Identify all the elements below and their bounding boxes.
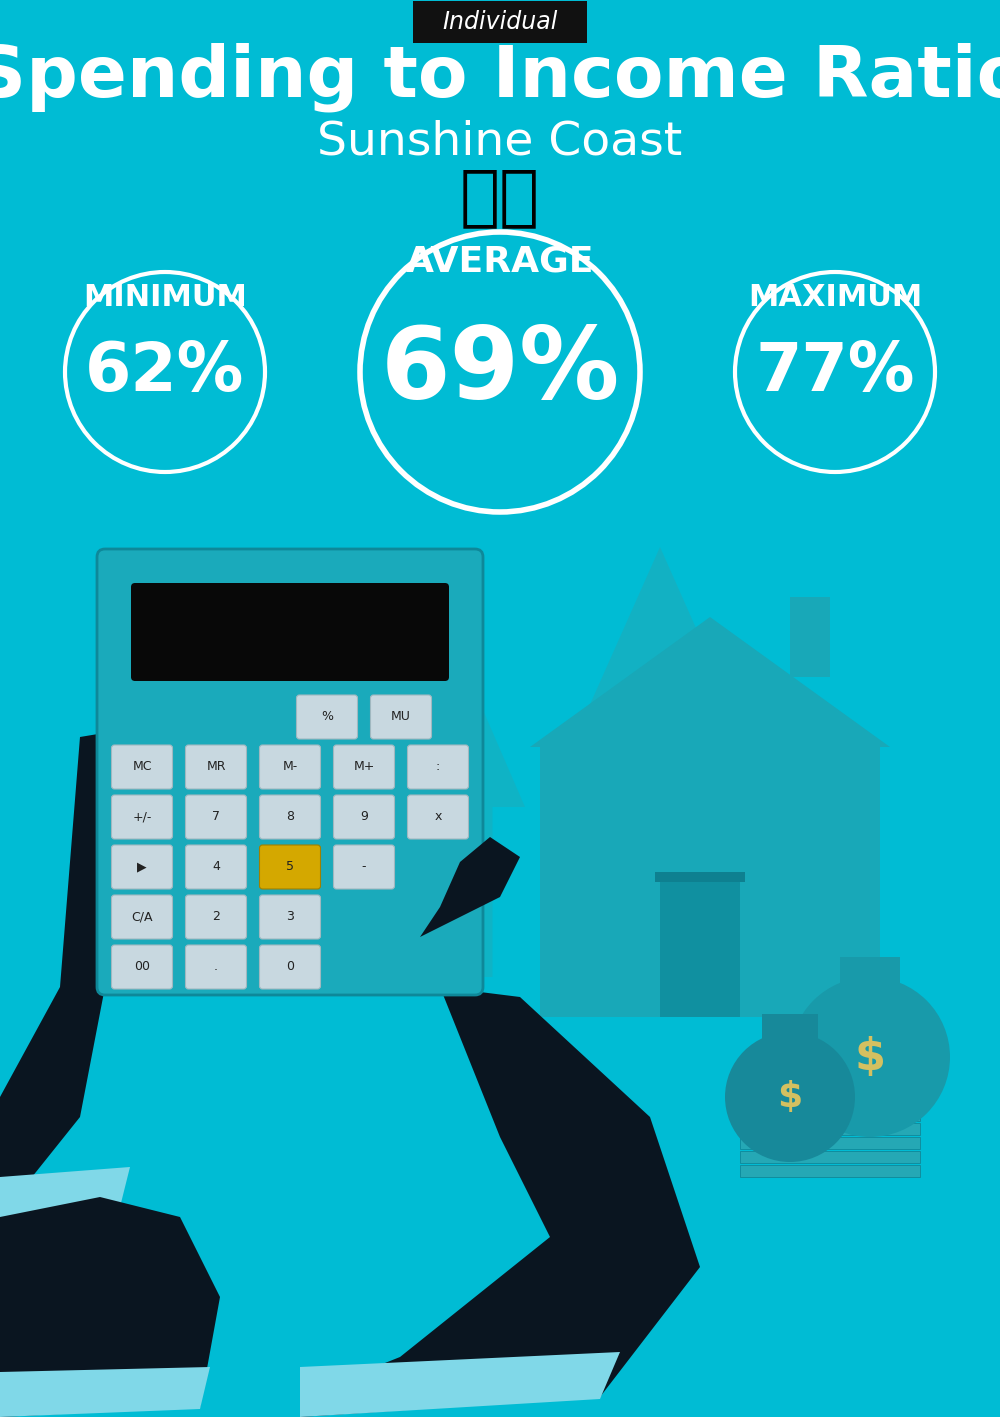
FancyBboxPatch shape bbox=[186, 845, 246, 888]
Text: $: $ bbox=[777, 1080, 803, 1114]
Polygon shape bbox=[0, 1197, 220, 1417]
Text: ▶: ▶ bbox=[137, 860, 147, 873]
FancyBboxPatch shape bbox=[260, 845, 320, 888]
Bar bbox=[740, 1110, 920, 1121]
Text: 77%: 77% bbox=[755, 339, 915, 405]
Bar bbox=[790, 597, 830, 677]
Text: 00: 00 bbox=[134, 961, 150, 973]
Text: MU: MU bbox=[391, 710, 411, 724]
Text: M+: M+ bbox=[353, 761, 375, 774]
FancyBboxPatch shape bbox=[334, 795, 394, 839]
Bar bbox=[655, 871, 745, 881]
Text: 0: 0 bbox=[286, 961, 294, 973]
Bar bbox=[762, 1015, 818, 1039]
FancyBboxPatch shape bbox=[186, 945, 246, 989]
Bar bbox=[740, 1151, 920, 1163]
Text: 5: 5 bbox=[286, 860, 294, 873]
FancyBboxPatch shape bbox=[296, 694, 358, 740]
Text: 69%: 69% bbox=[380, 323, 620, 421]
Text: %: % bbox=[321, 710, 333, 724]
Polygon shape bbox=[300, 988, 700, 1417]
Polygon shape bbox=[0, 1367, 210, 1417]
Polygon shape bbox=[0, 717, 200, 1217]
Bar bbox=[540, 747, 880, 1017]
FancyBboxPatch shape bbox=[408, 795, 468, 839]
Text: 2: 2 bbox=[212, 911, 220, 924]
FancyBboxPatch shape bbox=[186, 745, 246, 789]
Bar bbox=[740, 1124, 920, 1135]
FancyBboxPatch shape bbox=[260, 795, 320, 839]
FancyBboxPatch shape bbox=[408, 745, 468, 789]
FancyBboxPatch shape bbox=[260, 945, 320, 989]
FancyBboxPatch shape bbox=[334, 845, 394, 888]
FancyBboxPatch shape bbox=[334, 745, 394, 789]
Circle shape bbox=[725, 1032, 855, 1162]
Bar bbox=[740, 1095, 920, 1107]
Text: :: : bbox=[436, 761, 440, 774]
Bar bbox=[740, 1081, 920, 1093]
Text: 62%: 62% bbox=[85, 339, 245, 405]
Text: -: - bbox=[362, 860, 366, 873]
Text: MAXIMUM: MAXIMUM bbox=[748, 282, 922, 312]
Bar bbox=[660, 877, 740, 1017]
Text: 7: 7 bbox=[212, 811, 220, 823]
Text: 9: 9 bbox=[360, 811, 368, 823]
FancyBboxPatch shape bbox=[413, 1, 587, 43]
Text: Sunshine Coast: Sunshine Coast bbox=[317, 119, 683, 164]
FancyBboxPatch shape bbox=[97, 548, 483, 995]
Bar bbox=[740, 1136, 920, 1149]
Text: Spending to Income Ratio: Spending to Income Ratio bbox=[0, 43, 1000, 112]
Text: $: $ bbox=[854, 1036, 886, 1078]
Text: Individual: Individual bbox=[442, 10, 558, 34]
FancyBboxPatch shape bbox=[112, 745, 173, 789]
FancyBboxPatch shape bbox=[260, 896, 320, 939]
Text: AVERAGE: AVERAGE bbox=[406, 245, 594, 279]
Bar bbox=[740, 1165, 920, 1178]
FancyBboxPatch shape bbox=[186, 795, 246, 839]
Text: MR: MR bbox=[206, 761, 226, 774]
Polygon shape bbox=[395, 657, 525, 976]
Polygon shape bbox=[580, 547, 740, 1017]
Polygon shape bbox=[300, 1352, 620, 1417]
FancyBboxPatch shape bbox=[112, 896, 173, 939]
Text: M-: M- bbox=[282, 761, 298, 774]
Bar bbox=[740, 1067, 920, 1078]
FancyBboxPatch shape bbox=[112, 795, 173, 839]
Text: x: x bbox=[434, 811, 442, 823]
Text: C/A: C/A bbox=[131, 911, 153, 924]
FancyBboxPatch shape bbox=[260, 745, 320, 789]
Circle shape bbox=[790, 976, 950, 1136]
FancyBboxPatch shape bbox=[186, 896, 246, 939]
Text: .: . bbox=[214, 961, 218, 973]
Polygon shape bbox=[530, 616, 890, 747]
Bar bbox=[840, 956, 900, 988]
Text: 8: 8 bbox=[286, 811, 294, 823]
Polygon shape bbox=[0, 1168, 130, 1227]
FancyBboxPatch shape bbox=[112, 845, 173, 888]
Text: MINIMUM: MINIMUM bbox=[83, 282, 247, 312]
Text: 4: 4 bbox=[212, 860, 220, 873]
FancyBboxPatch shape bbox=[131, 582, 449, 682]
Text: MC: MC bbox=[132, 761, 152, 774]
Polygon shape bbox=[420, 837, 520, 937]
FancyBboxPatch shape bbox=[370, 694, 432, 740]
Text: 🇦🇺: 🇦🇺 bbox=[460, 164, 540, 230]
Text: +/-: +/- bbox=[132, 811, 152, 823]
Text: 3: 3 bbox=[286, 911, 294, 924]
FancyBboxPatch shape bbox=[112, 945, 173, 989]
